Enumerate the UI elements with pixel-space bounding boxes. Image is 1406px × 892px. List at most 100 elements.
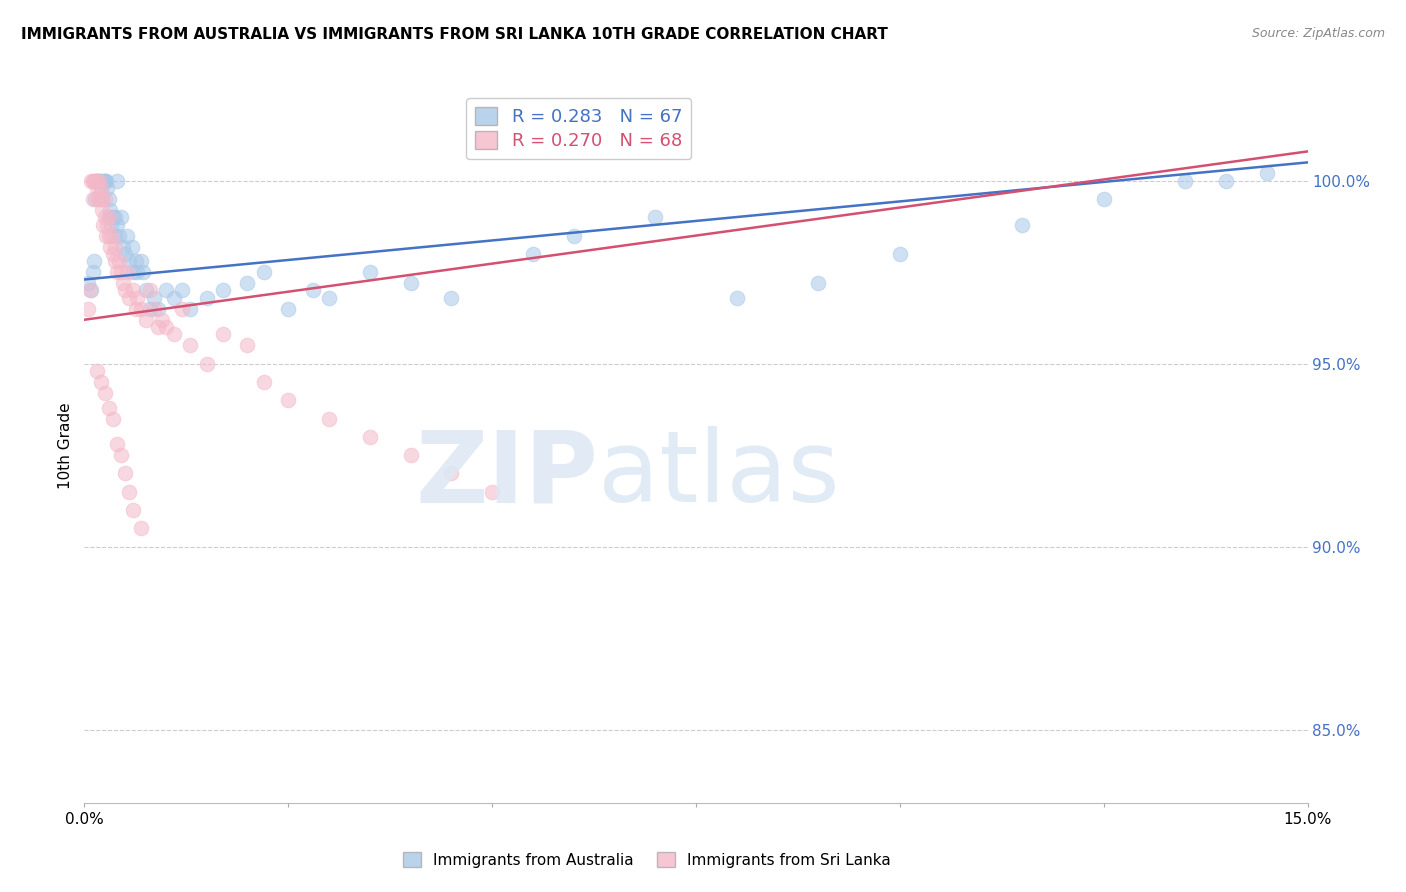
Point [93,386,117,401]
Point [93,211,117,225]
Point [96,218,118,232]
Point [138,301,160,316]
Point [96,174,118,188]
Point [236,276,259,290]
Point [131,254,153,268]
Point [118,484,141,499]
Point [195,357,218,371]
Point [107,254,129,268]
Point [110,265,132,279]
Point [195,291,218,305]
Point [104,239,127,253]
Point [96,181,118,195]
Point [163,327,186,342]
Point [138,284,160,298]
Point [179,301,201,316]
Point [111,276,134,290]
Point [100,202,122,217]
Point [163,291,186,305]
Point [87,174,110,188]
Point [91,202,114,217]
Point [90,192,112,206]
Point [83,174,105,188]
Point [127,265,149,279]
Point [399,448,422,462]
Point [1215,174,1237,188]
Point [155,284,177,298]
Point [132,265,155,279]
Point [105,174,128,188]
Point [121,239,143,253]
Point [97,228,120,243]
Point [105,218,128,232]
Point [100,239,122,253]
Point [96,228,118,243]
Point [101,411,124,425]
Point [146,320,169,334]
Point [93,174,117,188]
Point [90,174,112,188]
Point [97,211,120,225]
Point [97,192,120,206]
Point [118,254,141,268]
Point [90,181,112,195]
Point [86,174,108,188]
Point [97,211,120,225]
Point [90,375,112,389]
Point [82,192,104,206]
Point [101,211,124,225]
Point [131,521,153,535]
Point [87,192,110,206]
Point [253,375,276,389]
Point [889,247,911,261]
Point [93,174,117,188]
Point [277,301,299,316]
Text: IMMIGRANTS FROM AUSTRALIA VS IMMIGRANTS FROM SRI LANKA 10TH GRADE CORRELATION CH: IMMIGRANTS FROM AUSTRALIA VS IMMIGRANTS … [21,27,889,42]
Point [93,192,117,206]
Point [122,265,145,279]
Point [97,401,120,415]
Point [301,284,323,298]
Text: atlas: atlas [598,426,839,523]
Point [115,265,138,279]
Point [1174,174,1197,188]
Point [1011,218,1033,232]
Point [135,284,157,298]
Point [114,284,136,298]
Point [131,301,153,316]
Point [318,291,340,305]
Point [1256,166,1278,180]
Point [522,247,544,261]
Point [125,254,148,268]
Point [114,247,136,261]
Point [359,265,381,279]
Legend: Immigrants from Australia, Immigrants from Sri Lanka: Immigrants from Australia, Immigrants fr… [396,846,897,873]
Point [359,430,381,444]
Point [562,228,585,243]
Point [146,301,169,316]
Point [91,218,114,232]
Point [807,276,830,290]
Point [155,320,177,334]
Point [110,448,132,462]
Point [86,174,108,188]
Point [83,254,105,268]
Point [111,239,134,253]
Point [212,327,235,342]
Point [87,192,110,206]
Point [82,265,104,279]
Point [87,174,110,188]
Point [107,228,129,243]
Point [105,437,128,451]
Point [82,174,104,188]
Point [79,284,101,298]
Point [122,503,145,517]
Point [172,284,194,298]
Point [114,467,136,481]
Point [118,291,141,305]
Point [644,211,666,225]
Point [84,192,107,206]
Point [440,291,463,305]
Point [277,393,299,408]
Point [100,218,122,232]
